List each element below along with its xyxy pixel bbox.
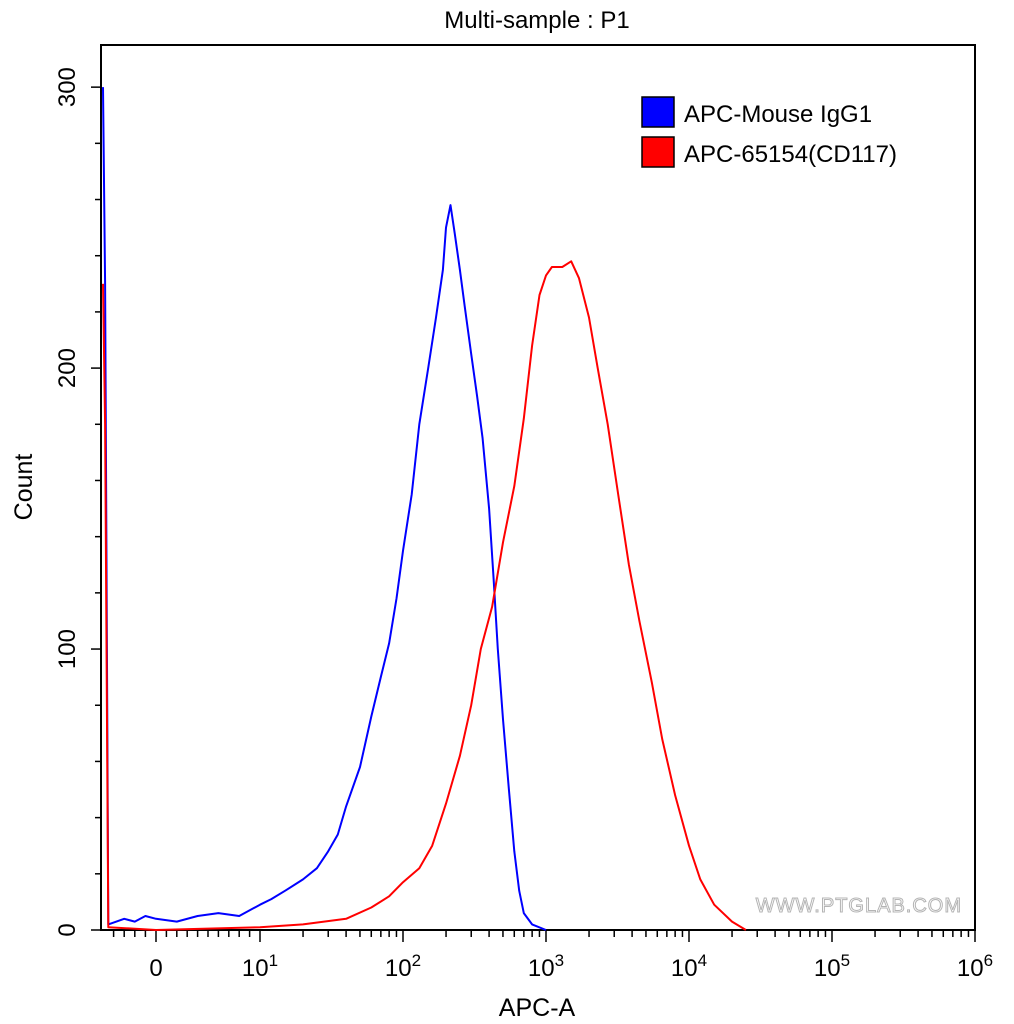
y-tick-label: 0 (54, 923, 81, 936)
x-tick-label: 106 (957, 951, 993, 982)
legend: APC-Mouse IgG1 APC-65154(CD117) (641, 96, 897, 168)
chart-title: Multi-sample : P1 (444, 7, 629, 34)
x-tick-label: 102 (385, 951, 421, 982)
y-tick-label: 100 (54, 629, 81, 669)
legend-swatch-cd117 (641, 136, 675, 168)
y-tick-label: 200 (54, 348, 81, 388)
x-tick-label: 101 (242, 951, 278, 982)
legend-label-cd117: APC-65154(CD117) (684, 141, 897, 168)
y-axis-label: Count (10, 454, 38, 521)
y-tick-label: 300 (54, 67, 81, 107)
legend-label-isotype: APC-Mouse IgG1 (684, 101, 872, 128)
x-tick-label: 103 (528, 951, 564, 982)
legend-swatch-isotype (641, 96, 675, 128)
series-line-isotype (102, 87, 547, 931)
series-layer (102, 87, 747, 931)
y-axis: 0 100 200 300 (54, 67, 101, 937)
x-tick-label: 104 (671, 951, 707, 982)
x-axis-label: APC-A (499, 994, 576, 1022)
x-tick-label: 105 (814, 951, 850, 982)
x-axis: 0 101 102 103 104 105 106 (112, 930, 993, 982)
series-line-cd117 (102, 260, 747, 931)
plot-frame (100, 44, 976, 931)
watermark: WWW.PTGLAB.COM (756, 895, 962, 917)
x-tick-label: 0 (149, 955, 162, 982)
